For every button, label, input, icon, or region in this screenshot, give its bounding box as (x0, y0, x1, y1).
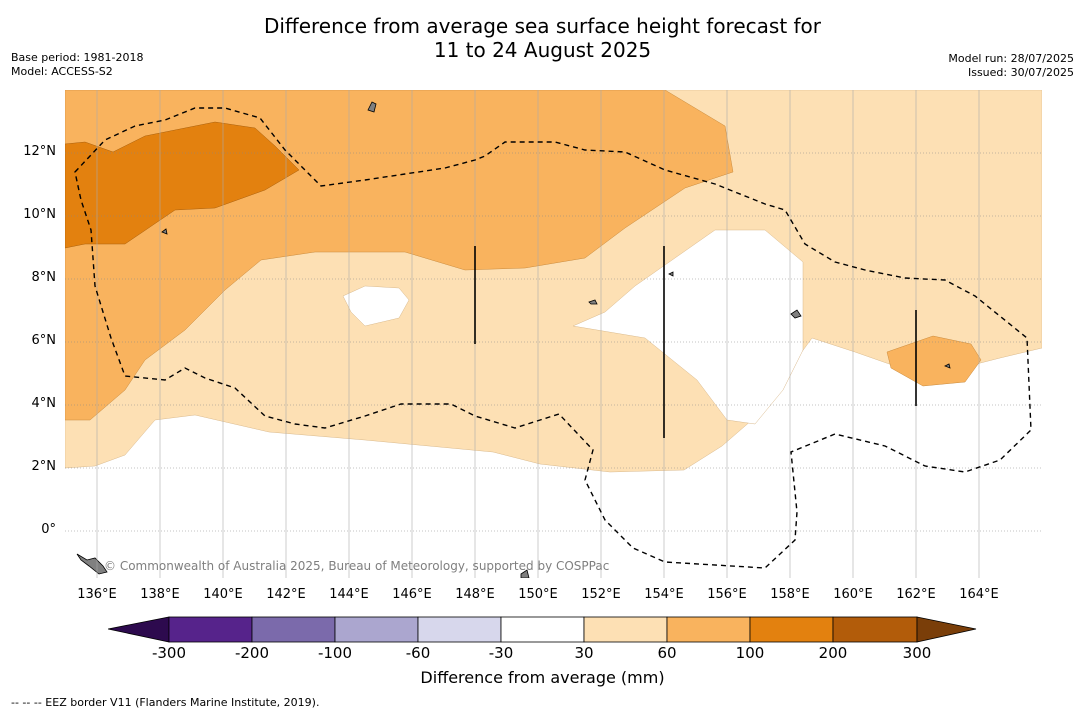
lat-gridlines (65, 152, 1042, 532)
colorbar-label-minus30: -30 (488, 644, 514, 662)
meta-left: Base period: 1981-2018 Model: ACCESS-S2 (11, 51, 143, 79)
colorbar (108, 616, 977, 643)
contour-60-100-east (886, 335, 982, 387)
lat-label-4n: 4°N (31, 396, 57, 411)
colorbar-bin-8 (832, 616, 918, 643)
colorbar-bin-2 (334, 616, 419, 643)
model-name: Model: ACCESS-S2 (11, 65, 113, 78)
colorbar-over-arrow (916, 616, 977, 643)
colorbar-bin-1 (251, 616, 336, 643)
lon-label-152e: 152°E (581, 587, 621, 602)
colorbar-label-30: 30 (574, 644, 594, 662)
eez-legend: -- -- -- EEZ border V11 (Flanders Marine… (11, 696, 320, 709)
lon-label-140e: 140°E (203, 587, 243, 602)
lon-gridlines (96, 90, 980, 578)
colorbar-bin-6 (666, 616, 751, 643)
lon-label-146e: 146°E (392, 587, 432, 602)
lon-label-148e: 148°E (455, 587, 495, 602)
contour-neutral-hole-east (572, 229, 804, 425)
copyright-text: © Commonwealth of Australia 2025, Bureau… (104, 559, 610, 573)
colorbar-bin-5 (583, 616, 668, 643)
lon-label-138e: 138°E (140, 587, 180, 602)
lat-label-10n: 10°N (23, 207, 56, 222)
lat-label-8n: 8°N (31, 270, 57, 285)
lon-label-158e: 158°E (770, 587, 810, 602)
meta-right: Model run: 28/07/2025 Issued: 30/07/2025 (948, 52, 1074, 80)
base-period: Base period: 1981-2018 (11, 51, 144, 64)
colorbar-label-100: 100 (735, 644, 765, 662)
lat-label-12n: 12°N (23, 144, 56, 159)
lon-label-162e: 162°E (896, 587, 936, 602)
colorbar-bin-4 (500, 616, 585, 643)
map-panel (65, 90, 1042, 578)
lon-label-154e: 154°E (644, 587, 684, 602)
title-line-2: 11 to 24 August 2025 (433, 38, 652, 62)
lon-label-150e: 150°E (518, 587, 558, 602)
colorbar-label-minus60: -60 (405, 644, 431, 662)
colorbar-label-minus200: -200 (234, 644, 270, 662)
colorbar-title: Difference from average (mm) (420, 668, 665, 687)
colorbar-label-200: 200 (818, 644, 848, 662)
model-run: Model run: 28/07/2025 (948, 52, 1074, 65)
issued-date: Issued: 30/07/2025 (967, 66, 1074, 79)
colorbar-label-minus100: -100 (317, 644, 353, 662)
title-line-1: Difference from average sea surface heig… (263, 14, 822, 38)
colorbar-label-300: 300 (902, 644, 932, 662)
eez-borders (74, 107, 1032, 569)
lon-label-156e: 156°E (707, 587, 747, 602)
map-title: Difference from average sea surface heig… (0, 14, 1085, 62)
land-islands (76, 101, 951, 578)
lat-label-2n: 2°N (31, 459, 57, 474)
colorbar-bin-7 (749, 616, 834, 643)
lon-label-136e: 136°E (77, 587, 117, 602)
lat-label-6n: 6°N (31, 333, 57, 348)
contour-neutral-hole-west (342, 285, 410, 327)
lat-label-0: 0° (41, 522, 56, 537)
contour-100-200 (65, 121, 300, 249)
lon-label-144e: 144°E (329, 587, 369, 602)
colorbar-bin-0 (168, 616, 253, 643)
colorbar-under-arrow (108, 616, 170, 643)
lon-label-160e: 160°E (833, 587, 873, 602)
colorbar-label-60: 60 (657, 644, 677, 662)
boundary-lines (474, 246, 917, 438)
colorbar-bin-3 (417, 616, 502, 643)
lon-label-164e: 164°E (959, 587, 999, 602)
map-canvas (65, 90, 1042, 578)
lon-label-142e: 142°E (266, 587, 306, 602)
colorbar-label-minus300: -300 (151, 644, 187, 662)
